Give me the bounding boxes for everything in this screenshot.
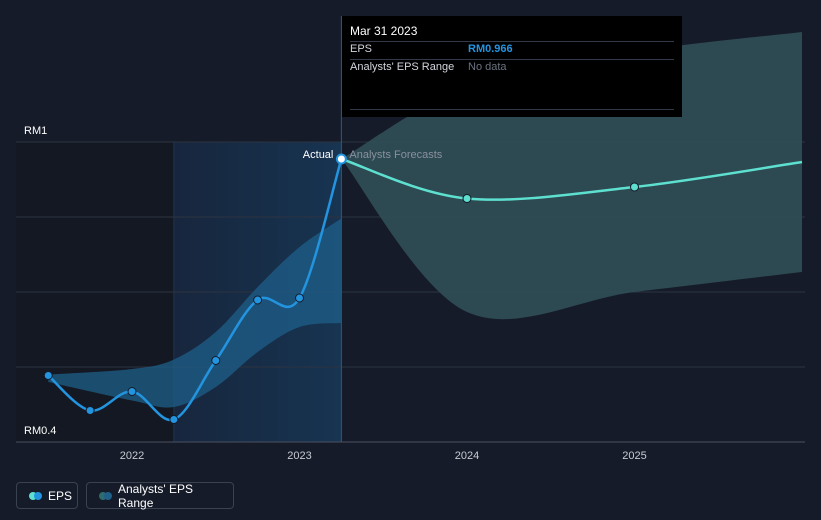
history-eps-range-band <box>48 218 342 408</box>
eps-point <box>253 295 263 305</box>
legend-eps-label: EPS <box>48 488 73 503</box>
tooltip-range-label: Analysts' EPS Range <box>350 61 455 73</box>
eps-legend-icon <box>29 491 42 500</box>
legend-range-label: Analysts' EPS Range <box>118 481 193 510</box>
x-tick-label: 2024 <box>455 450 479 462</box>
tooltip-divider <box>350 59 674 60</box>
tooltip-row-eps: EPS RM0.966 <box>350 43 674 59</box>
tooltip-eps-label: EPS <box>350 43 373 55</box>
legend-range[interactable]: Analysts' EPS Range <box>86 481 234 510</box>
eps-point <box>169 415 179 424</box>
tooltip: Mar 31 2023 EPS RM0.966 Analysts' EPS Ra… <box>342 16 682 117</box>
legend-eps[interactable]: EPS <box>16 482 78 509</box>
tooltip-date: Mar 31 2023 <box>350 24 418 38</box>
actual-region-label: Actual <box>303 149 334 161</box>
tooltip-divider <box>350 109 674 110</box>
x-tick-label: 2023 <box>287 450 311 462</box>
tooltip-divider <box>350 41 674 42</box>
tooltip-eps-value: RM0.966 <box>468 43 513 55</box>
tooltip-row-range: Analysts' EPS Range No data <box>350 61 674 77</box>
eps-forecast-line <box>340 157 803 201</box>
forecast-region-label: Analysts Forecasts <box>349 149 442 161</box>
forecast-point <box>462 194 472 203</box>
eps-point <box>85 406 95 415</box>
forecast-point <box>630 182 639 192</box>
tooltip-range-value: No data <box>468 61 507 73</box>
eps-point <box>211 356 221 365</box>
x-tick-label: 2022 <box>120 450 144 462</box>
eps-point <box>43 371 53 380</box>
x-tick-label: 2025 <box>622 450 646 462</box>
y-tick-label: RM1 <box>24 125 47 137</box>
y-tick-label: RM0.4 <box>24 425 56 437</box>
eps-point <box>127 387 137 396</box>
range-legend-icon <box>99 491 112 500</box>
eps-line <box>47 158 343 422</box>
eps-point <box>335 153 347 165</box>
eps-point <box>295 293 304 303</box>
